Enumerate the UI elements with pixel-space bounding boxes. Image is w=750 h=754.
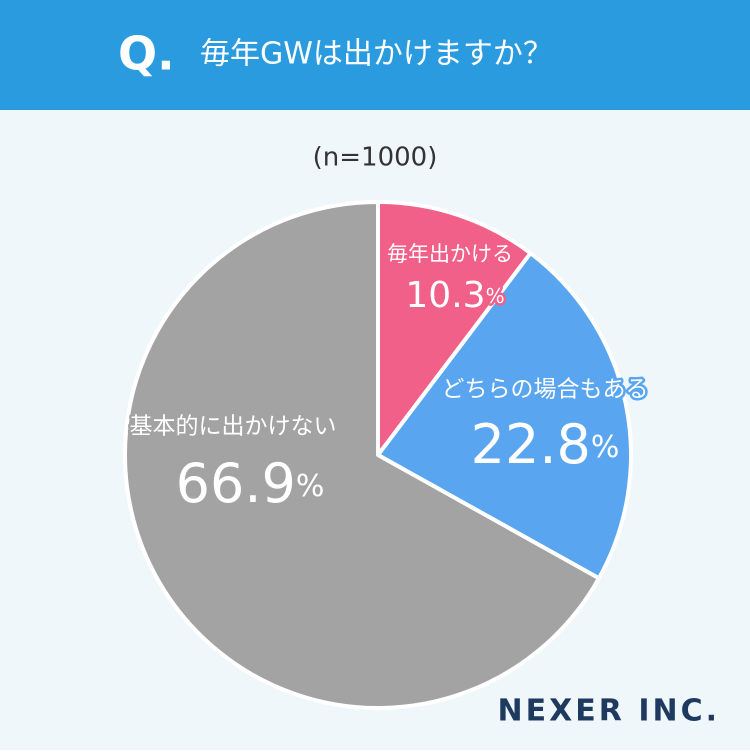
slice-value: 22.8%	[471, 413, 620, 476]
slice-category: 基本的に出かけない	[130, 414, 337, 440]
header-band	[0, 0, 750, 110]
pie: 毎年出かける 10.3% どちらの場合もある 22.8% 基本的に出かけない 66.9%	[123, 200, 651, 710]
header-title: 毎年GWは出かけますか？	[200, 37, 553, 72]
pie-slice	[376, 200, 533, 457]
pie-slice	[376, 251, 633, 581]
pie-slice	[123, 200, 601, 710]
slice-value: 10.3%	[405, 275, 504, 316]
subtitle: (n=1000)	[313, 143, 438, 173]
brand: NEXER INC.	[498, 694, 720, 729]
slice-category: どちらの場合もある	[442, 377, 649, 403]
q-mark: Q.	[118, 27, 175, 81]
slice-value: 66.9%	[176, 452, 325, 515]
slice-category: 毎年出かける	[387, 242, 513, 266]
